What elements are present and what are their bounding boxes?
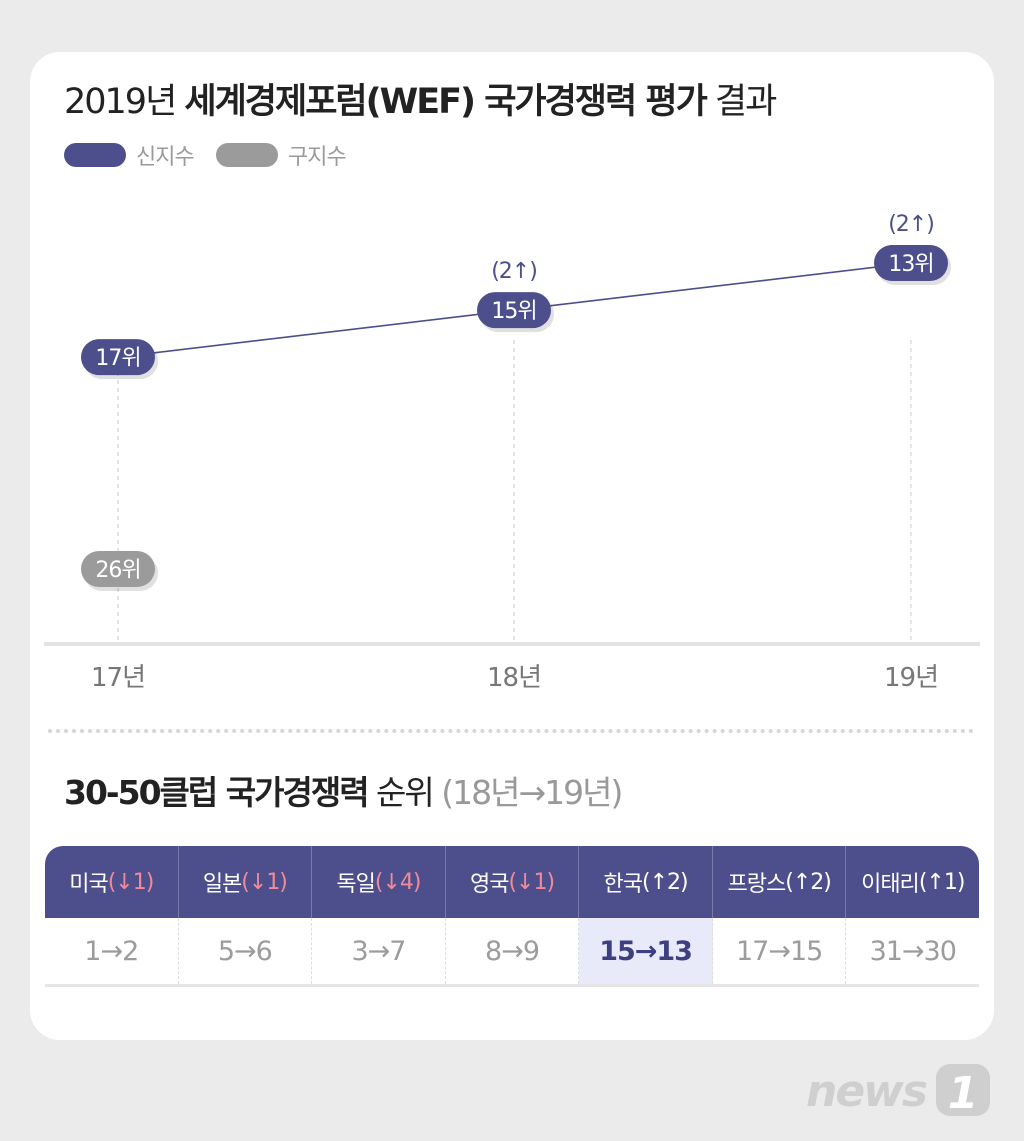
country-header: 영국 (↓1) (446, 846, 580, 918)
rank-change-label: (2↑) (888, 212, 934, 237)
section-divider (48, 729, 974, 733)
rank-change-label: (2↑) (491, 259, 537, 284)
data-point-pill (81, 551, 155, 587)
ranking-title-note: (18년→19년) (441, 773, 623, 812)
country-rank-change: (↓1) (107, 869, 155, 895)
page-title: 2019년 세계경제포럼(WEF) 국가경쟁력 평가 결과 (64, 78, 777, 126)
data-label: 15위 (491, 299, 536, 324)
country-header: 한국 (↑2) (579, 846, 713, 918)
x-tick-label: 17년 (91, 663, 145, 693)
rank-line-chart: 17년 18년 19년 17위 15위 (2↑) 13위 (2↑) 26위 (44, 212, 980, 693)
news1-logo: news 1 (806, 1064, 990, 1118)
ranking-table-header: 미국 (↓1) 일본 (↓1) 독일 (↓4) 영국 (↓1) 한국 (↑2) 프랑스 (↑2) 이태리… (45, 846, 979, 918)
title-strong: 세계경제포럼(WEF) 국가경쟁력 평가 (184, 82, 707, 122)
data-label: 17위 (95, 346, 140, 371)
country-name: 미국 (69, 872, 108, 897)
country-name: 프랑스 (727, 872, 787, 897)
legend-item-old-index: 구지수 (216, 138, 347, 172)
country-header: 미국 (↓1) (45, 846, 179, 918)
country-rank-change: (↑1) (918, 869, 966, 895)
country-header: 일본 (↓1) (179, 846, 313, 918)
legend-label-new-index: 신지수 (136, 145, 195, 170)
country-rank-cell: 1→2 (45, 918, 179, 984)
country-rank-cell: 31→30 (869, 935, 957, 967)
ranking-title-strong: 30-50클럽 국가경쟁력 (64, 773, 370, 812)
country-rank-change: (↓1) (241, 869, 288, 895)
title-prefix: 2019년 (64, 82, 185, 122)
legend-item-new-index: 신지수 (64, 138, 195, 172)
ranking-table-body: 1→2 5→6 3→7 8→9 15→13 17→15 31→30 (45, 918, 979, 987)
data-point-pill (477, 292, 551, 329)
data-label: 26위 (95, 558, 140, 583)
country-name: 한국 (603, 872, 643, 897)
svg-text:news: news (806, 1066, 927, 1117)
data-point-pill (874, 245, 948, 281)
svg-text:1: 1 (948, 1068, 979, 1118)
country-rank-cell: 8→9 (446, 918, 580, 984)
legend-swatch-old-index (216, 143, 278, 167)
country-rank-cell: 17→15 (713, 918, 847, 984)
country-name: 영국 (469, 872, 509, 897)
data-point-pill (81, 339, 155, 376)
ranking-table: 미국 (↓1) 일본 (↓1) 독일 (↓4) 영국 (↓1) 한국 (↑2) 프랑스 (↑2) 이태리… (45, 846, 979, 987)
x-tick-label: 19년 (884, 663, 938, 693)
legend-swatch-new-index (64, 143, 126, 167)
ranking-title-rest: 순위 (367, 773, 442, 812)
country-rank-change: (↓1) (508, 869, 555, 895)
country-name: 이태리 (861, 872, 920, 897)
country-rank-change: (↓4) (374, 869, 422, 895)
country-header: 프랑스 (↑2) (713, 846, 847, 918)
legend-label-old-index: 구지수 (288, 145, 347, 170)
title-suffix: 결과 (705, 82, 777, 122)
country-name: 독일 (336, 872, 375, 897)
country-rank-change: (↑2) (642, 869, 689, 895)
country-rank-cell: 15→13 (579, 918, 713, 984)
country-header: 독일 (↓4) (312, 846, 446, 918)
data-label: 13위 (888, 252, 933, 277)
country-name: 일본 (202, 872, 242, 897)
country-rank-cell: 5→6 (179, 918, 313, 984)
country-header: 이태리 (↑1) (846, 846, 979, 918)
country-rank-cell: 3→7 (312, 918, 446, 984)
x-tick-label: 18년 (487, 663, 541, 693)
ranking-title: 30-50클럽 국가경쟁력 순위 (18년→19년) (64, 770, 623, 816)
country-rank-change: (↑2) (785, 869, 832, 895)
